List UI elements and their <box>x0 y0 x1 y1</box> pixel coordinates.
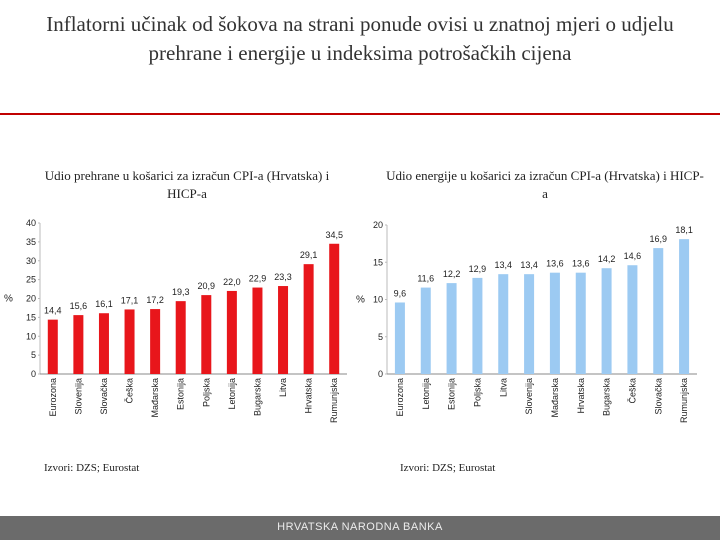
category-label: Slovačka <box>99 378 109 415</box>
bar <box>653 248 664 374</box>
category-label: Slovenija <box>524 378 534 415</box>
data-label: 16,9 <box>649 234 667 244</box>
data-label: 34,5 <box>325 230 343 240</box>
data-label: 18,1 <box>675 225 693 235</box>
y-tick-label: 20 <box>373 220 383 230</box>
bar <box>252 287 263 374</box>
category-label: Eurozona <box>48 378 58 417</box>
data-label: 22,9 <box>249 274 267 284</box>
food-share-chart: 0 5 10 15 20 25 30 35 40% 14,4 Eurozona 15,6 Sloveni… <box>4 218 347 423</box>
y-tick-label: 10 <box>26 331 36 341</box>
y-tick-label: 5 <box>378 332 383 342</box>
y-tick-label: 35 <box>26 237 36 247</box>
data-label: 13,6 <box>546 259 564 269</box>
y-axis-label: % <box>4 294 13 305</box>
y-axis-label: % <box>356 295 365 306</box>
category-label: Bugarska <box>602 378 612 416</box>
data-label: 12,2 <box>443 269 461 279</box>
data-label: 13,4 <box>494 260 512 270</box>
data-label: 20,9 <box>198 281 216 291</box>
footer-label: HRVATSKA NARODNA BANKA <box>277 521 443 533</box>
bar <box>394 302 405 374</box>
food-chart-source: Izvori: DZS; Eurostat <box>44 462 140 474</box>
food-chart-subtitle: Udio prehrane u košarici za izračun CPI-… <box>44 168 330 201</box>
y-tick-label: 0 <box>31 369 36 379</box>
data-label: 13,4 <box>520 260 538 270</box>
bar <box>47 319 58 374</box>
y-tick-label: 0 <box>378 369 383 379</box>
bar <box>498 274 509 374</box>
bar <box>150 309 161 374</box>
category-label: Rumunjska <box>679 378 689 423</box>
data-label: 19,3 <box>172 287 190 297</box>
footer-bar: HRVATSKA NARODNA BANKA <box>0 516 720 540</box>
data-label: 17,1 <box>121 295 139 305</box>
category-label: Mađarska <box>550 378 560 418</box>
data-label: 13,6 <box>572 259 590 269</box>
category-label: Estonija <box>447 378 457 410</box>
data-label: 17,2 <box>146 295 164 305</box>
category-label: Češka <box>627 378 637 404</box>
bar <box>524 274 535 374</box>
y-tick-label: 40 <box>26 218 36 228</box>
category-label: Hrvatska <box>576 378 586 414</box>
bar <box>601 268 612 374</box>
bar <box>303 264 314 374</box>
bar <box>446 283 457 374</box>
y-tick-label: 30 <box>26 256 36 266</box>
bar <box>226 290 237 374</box>
energy-chart-subtitle: Udio energije u košarici za izračun CPI-… <box>386 168 704 201</box>
bar <box>278 286 289 374</box>
bar <box>329 243 340 374</box>
category-label: Poljska <box>472 378 482 407</box>
title-divider <box>0 113 720 115</box>
category-label: Estonija <box>176 378 186 410</box>
data-label: 11,6 <box>417 274 434 284</box>
bar <box>124 309 135 374</box>
energy-chart-source: Izvori: DZS; Eurostat <box>400 462 496 474</box>
y-tick-label: 15 <box>26 312 36 322</box>
data-label: 9,6 <box>394 288 407 298</box>
category-label: Rumunjska <box>329 378 339 423</box>
bar <box>627 265 638 374</box>
bar <box>201 295 212 374</box>
category-label: Češka <box>125 378 135 404</box>
data-label: 14,2 <box>598 254 616 264</box>
data-label: 23,3 <box>274 272 292 282</box>
category-label: Mađarska <box>150 378 160 418</box>
bar <box>679 239 690 374</box>
category-label: Poljska <box>201 378 211 407</box>
y-tick-label: 20 <box>26 294 36 304</box>
page-title: Inflatorni učinak od šokova na strani po… <box>46 12 674 65</box>
data-label: 22,0 <box>223 277 241 287</box>
data-label: 15,6 <box>70 301 88 311</box>
category-label: Bugarska <box>252 378 262 416</box>
bar <box>575 272 586 374</box>
category-label: Slovačka <box>653 378 663 415</box>
bar <box>73 315 84 374</box>
category-label: Letonija <box>227 378 237 410</box>
category-label: Hrvatska <box>304 378 314 414</box>
y-tick-label: 15 <box>373 257 383 267</box>
category-label: Slovenija <box>73 378 83 415</box>
bar <box>420 287 431 374</box>
category-label: Litva <box>498 378 508 397</box>
energy-share-chart: 0 5 10 15 20% 9,6 Eurozona 11,6 Letonija 12,2 Esto… <box>356 220 697 423</box>
bar <box>175 301 186 374</box>
category-label: Eurozona <box>395 378 405 417</box>
y-tick-label: 5 <box>31 350 36 360</box>
data-label: 14,6 <box>624 251 642 261</box>
data-label: 29,1 <box>300 250 318 260</box>
data-label: 14,4 <box>44 306 62 316</box>
category-label: Litva <box>278 378 288 397</box>
data-label: 16,1 <box>95 299 113 309</box>
data-label: 12,9 <box>469 264 487 274</box>
y-tick-label: 25 <box>26 275 36 285</box>
bar <box>472 277 483 374</box>
bar <box>549 272 560 374</box>
bar <box>98 313 109 374</box>
category-label: Letonija <box>421 378 431 410</box>
y-tick-label: 10 <box>373 295 383 305</box>
